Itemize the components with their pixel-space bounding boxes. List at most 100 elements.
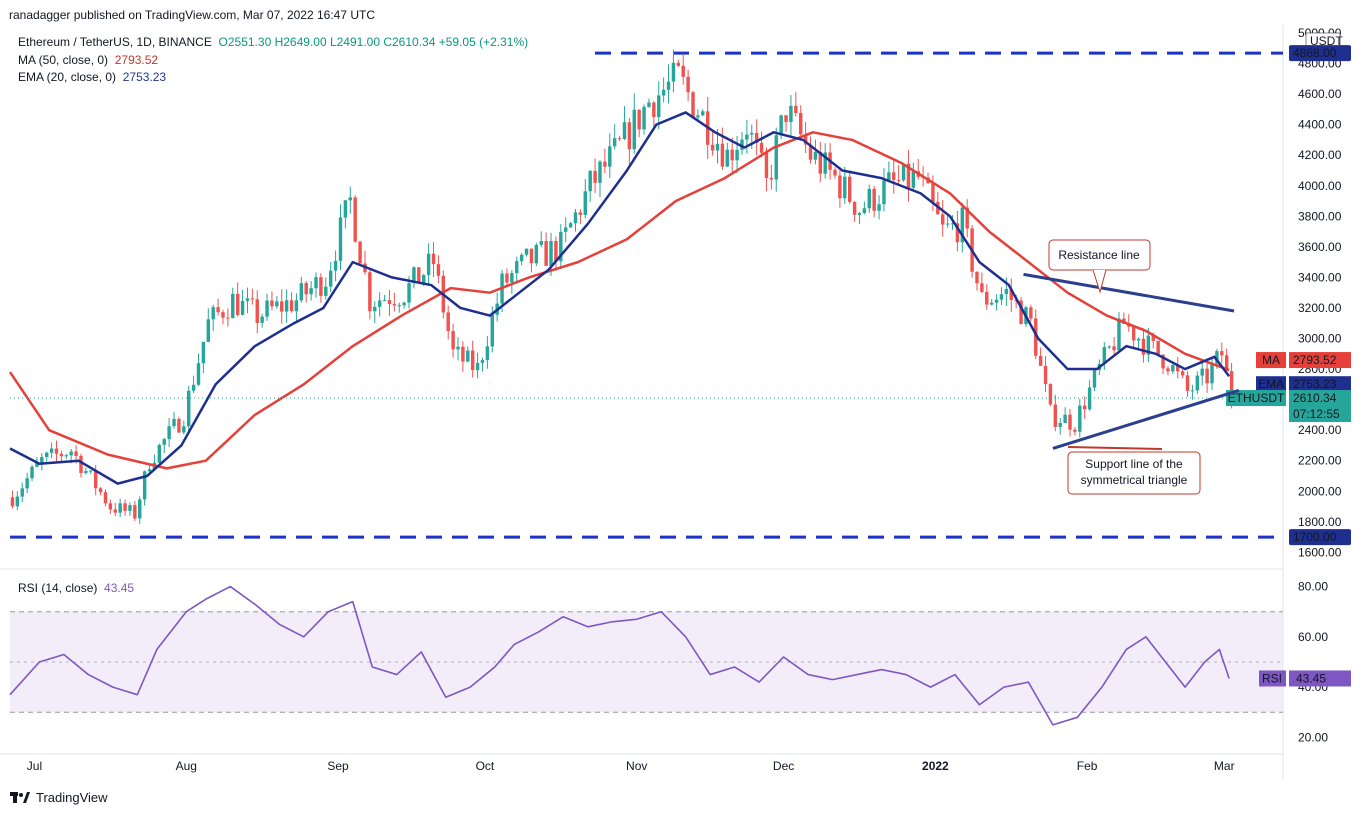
candle-body — [681, 65, 685, 77]
candle-body — [1190, 390, 1195, 392]
candle-body — [348, 197, 352, 201]
footer-brand: TradingView — [10, 790, 108, 805]
ema-value-badge — [1289, 376, 1351, 393]
candle-body — [666, 81, 671, 90]
candle-body — [314, 277, 318, 289]
candle-body — [1136, 338, 1141, 341]
candle-body — [1068, 414, 1072, 430]
candle-body — [211, 307, 215, 320]
price-axis-tick: 4600.00 — [1298, 87, 1342, 101]
key-level-badge — [1289, 529, 1351, 546]
candle-body — [167, 426, 171, 440]
rsi-legend-value: 43.45 — [104, 581, 135, 595]
ema-legend-label: EMA (20, close, 0) — [18, 70, 117, 84]
candle-body — [138, 499, 142, 519]
candle-body — [764, 152, 769, 178]
candle-body — [1131, 326, 1136, 341]
candle-body — [382, 300, 387, 302]
candle-body — [745, 134, 749, 140]
candle-countdown: 07:12:55 — [1293, 407, 1340, 421]
candle-body — [10, 497, 15, 507]
ema-legend-value: 2753.23 — [122, 70, 167, 84]
candle-body — [965, 207, 969, 229]
ma-legend-label: MA (50, close, 0) — [18, 53, 109, 67]
price-axis-tick: 3400.00 — [1298, 270, 1342, 284]
price-axis-tick: 3000.00 — [1298, 332, 1342, 346]
candle-body — [328, 270, 333, 287]
candle-body — [353, 197, 357, 242]
candle-body — [1019, 300, 1023, 325]
candle-body — [319, 277, 323, 296]
candle-body — [426, 253, 431, 276]
candle-body — [1205, 368, 1209, 384]
price-axis-tick: 3600.00 — [1298, 240, 1342, 254]
candle-body — [980, 283, 984, 292]
ma-tag — [1256, 352, 1286, 369]
candle-body — [544, 241, 548, 266]
candle-body — [1112, 346, 1116, 351]
candle-body — [461, 346, 465, 362]
candle-body — [1073, 429, 1077, 432]
candle-body — [661, 89, 666, 96]
candle-body — [740, 139, 744, 150]
time-axis-tick: Mar — [1214, 759, 1235, 773]
price-axis-tick: 2200.00 — [1298, 454, 1342, 468]
candle-body — [941, 214, 945, 225]
price-axis-tick: 3800.00 — [1298, 209, 1342, 223]
candle-body — [59, 453, 64, 457]
candle-body — [1107, 346, 1111, 348]
annotation-box — [1067, 451, 1201, 495]
time-axis-tick: Nov — [626, 759, 647, 773]
candle-body — [1117, 318, 1121, 351]
candle-body — [955, 223, 960, 243]
candle-body — [622, 122, 627, 140]
annotation-underline — [1067, 446, 1163, 450]
price-axis-tick: 4200.00 — [1298, 148, 1342, 162]
candle-body — [216, 307, 220, 313]
candle-body — [309, 288, 313, 295]
candle-body — [774, 135, 778, 180]
candle-body — [588, 170, 592, 192]
candle-body — [559, 231, 563, 262]
candle-body — [852, 201, 857, 215]
candle-body — [696, 115, 700, 118]
candle-body — [1195, 375, 1200, 391]
candle-body — [1048, 384, 1053, 405]
tradingview-logo-icon — [10, 791, 30, 803]
last-price-tag — [1226, 390, 1286, 407]
candle-body — [402, 302, 406, 306]
candle-body — [475, 362, 480, 371]
candle-body — [882, 180, 886, 205]
candle-body — [133, 505, 137, 519]
candle-body — [343, 200, 348, 218]
candle-body — [446, 312, 450, 332]
candle-body — [603, 161, 607, 167]
time-axis-tick: Oct — [476, 759, 495, 773]
time-axis-tick: Dec — [773, 759, 794, 773]
candle-body — [529, 248, 534, 264]
candle-body — [206, 319, 211, 342]
ma-legend-value: 2793.52 — [114, 53, 159, 67]
candle-body — [397, 305, 401, 307]
candle-body — [231, 293, 235, 319]
candle-body — [931, 183, 935, 202]
candle-body — [108, 503, 113, 510]
price-axis-tick: 2400.00 — [1298, 423, 1342, 437]
candle-body — [568, 223, 573, 228]
candle-body — [975, 271, 979, 284]
candle-body — [803, 134, 808, 145]
candle-body — [54, 448, 59, 454]
candle-body — [275, 301, 279, 307]
candle-body — [270, 300, 274, 307]
candle-body — [1156, 340, 1160, 355]
candle-body — [867, 188, 871, 209]
candle-body — [79, 455, 83, 473]
candle-body — [196, 363, 201, 385]
candle-body — [49, 448, 54, 453]
candle-body — [226, 317, 230, 319]
candle-body — [637, 109, 641, 130]
candle-body — [466, 350, 470, 362]
candle-body — [901, 163, 906, 181]
candle-body — [240, 300, 245, 315]
